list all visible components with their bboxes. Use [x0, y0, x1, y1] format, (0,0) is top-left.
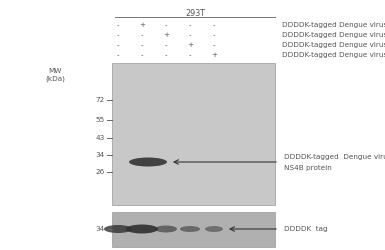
Text: +: + — [163, 32, 169, 38]
Text: 43: 43 — [96, 135, 105, 141]
Text: -: - — [117, 52, 119, 58]
Text: -: - — [141, 52, 143, 58]
Text: -: - — [165, 42, 167, 48]
Text: 72: 72 — [96, 97, 105, 103]
Text: -: - — [117, 22, 119, 28]
Text: -: - — [213, 42, 215, 48]
Ellipse shape — [205, 226, 223, 232]
Ellipse shape — [126, 224, 158, 234]
Bar — [112, 63, 275, 205]
Text: -: - — [189, 32, 191, 38]
Text: +: + — [139, 22, 145, 28]
Text: DDDDK-tagged Dengue virus 4: DDDDK-tagged Dengue virus 4 — [282, 52, 385, 58]
Text: +: + — [187, 42, 193, 48]
Text: DDDDK-tagged Dengue virus 3: DDDDK-tagged Dengue virus 3 — [282, 42, 385, 48]
Text: DDDDK-tagged  Dengue virus: DDDDK-tagged Dengue virus — [284, 154, 385, 160]
Text: DDDDK-tagged Dengue virus 2: DDDDK-tagged Dengue virus 2 — [282, 32, 385, 38]
Text: 26: 26 — [96, 169, 105, 175]
Text: -: - — [213, 22, 215, 28]
Text: DDDDK  tag: DDDDK tag — [284, 226, 328, 232]
Text: -: - — [117, 32, 119, 38]
Ellipse shape — [129, 158, 167, 166]
Ellipse shape — [180, 226, 200, 232]
Ellipse shape — [155, 226, 177, 232]
Text: 34: 34 — [96, 226, 105, 232]
Text: (kDa): (kDa) — [45, 76, 65, 82]
Text: -: - — [189, 22, 191, 28]
Text: -: - — [117, 42, 119, 48]
Text: -: - — [213, 32, 215, 38]
Text: -: - — [141, 42, 143, 48]
Bar — [112, 212, 275, 247]
Text: MW: MW — [48, 68, 62, 74]
Text: -: - — [189, 52, 191, 58]
Text: DDDDK-tagged Dengue virus 1: DDDDK-tagged Dengue virus 1 — [282, 22, 385, 28]
Text: -: - — [165, 52, 167, 58]
Text: 34: 34 — [96, 152, 105, 158]
Text: -: - — [141, 32, 143, 38]
Text: 293T: 293T — [185, 9, 205, 18]
Text: NS4B protein: NS4B protein — [284, 165, 332, 171]
Ellipse shape — [104, 225, 132, 233]
Text: +: + — [211, 52, 217, 58]
Text: -: - — [165, 22, 167, 28]
Text: 55: 55 — [96, 117, 105, 123]
